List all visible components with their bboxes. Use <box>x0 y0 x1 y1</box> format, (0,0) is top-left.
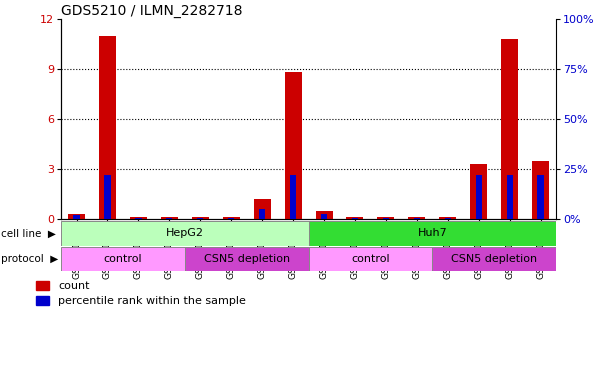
Bar <box>352 218 358 219</box>
Bar <box>223 217 240 219</box>
Text: Huh7: Huh7 <box>417 228 447 238</box>
Bar <box>192 217 209 219</box>
Text: CSN5 depletion: CSN5 depletion <box>203 254 290 264</box>
Bar <box>104 175 111 219</box>
Text: cell line  ▶: cell line ▶ <box>1 228 56 238</box>
Bar <box>439 217 456 219</box>
Bar <box>61 221 309 246</box>
Bar <box>445 218 451 219</box>
Bar <box>185 247 309 271</box>
Bar <box>68 214 85 219</box>
Bar <box>254 199 271 219</box>
Bar <box>309 247 433 271</box>
Bar <box>315 210 332 219</box>
Bar <box>507 175 513 219</box>
Text: protocol  ▶: protocol ▶ <box>1 254 58 264</box>
Bar <box>414 218 420 219</box>
Text: control: control <box>104 254 142 264</box>
Bar <box>433 247 556 271</box>
Bar <box>475 175 482 219</box>
Bar <box>73 215 79 219</box>
Bar <box>378 217 394 219</box>
Bar <box>197 218 203 219</box>
Bar <box>259 209 265 219</box>
Text: GDS5210 / ILMN_2282718: GDS5210 / ILMN_2282718 <box>61 4 243 18</box>
Bar <box>309 221 556 246</box>
Bar <box>161 217 178 219</box>
Bar <box>130 217 147 219</box>
Bar <box>346 217 364 219</box>
Bar <box>321 214 327 219</box>
Bar <box>99 36 116 219</box>
Bar <box>501 39 518 219</box>
Bar <box>532 161 549 219</box>
Bar <box>166 218 172 219</box>
Bar <box>285 73 302 219</box>
Legend: count, percentile rank within the sample: count, percentile rank within the sample <box>36 281 246 306</box>
Text: CSN5 depletion: CSN5 depletion <box>451 254 537 264</box>
Bar <box>228 218 235 219</box>
Text: control: control <box>351 254 390 264</box>
Bar <box>538 175 544 219</box>
Bar <box>408 217 425 219</box>
Text: HepG2: HepG2 <box>166 228 204 238</box>
Bar <box>61 247 185 271</box>
Bar <box>290 175 296 219</box>
Bar <box>136 218 142 219</box>
Bar <box>382 218 389 219</box>
Bar <box>470 164 487 219</box>
